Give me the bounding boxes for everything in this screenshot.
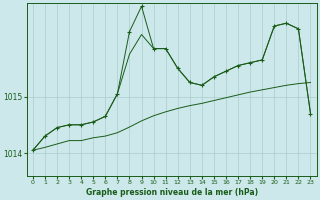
X-axis label: Graphe pression niveau de la mer (hPa): Graphe pression niveau de la mer (hPa) (86, 188, 258, 197)
